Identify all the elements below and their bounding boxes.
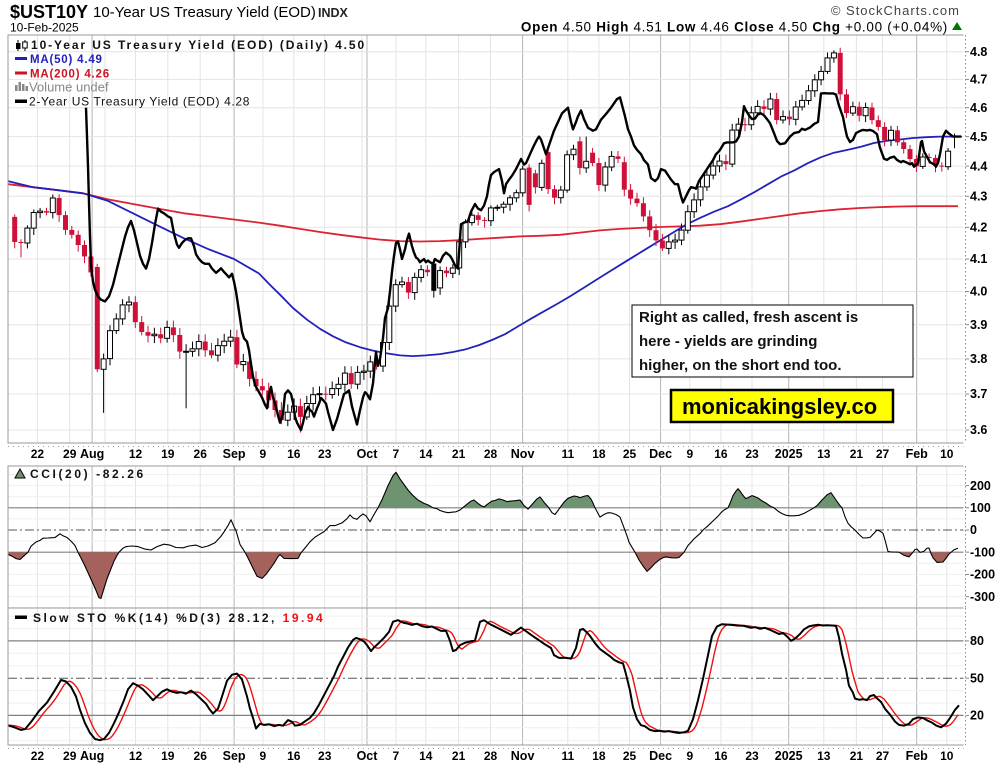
svg-text:INDX: INDX [318,6,349,20]
svg-text:Oct: Oct [357,749,379,763]
svg-text:Aug: Aug [80,749,104,763]
svg-text:4.3: 4.3 [970,190,987,204]
svg-text:21: 21 [850,447,864,461]
svg-text:3.9: 3.9 [970,318,987,332]
svg-text:9: 9 [260,749,267,763]
svg-text:25: 25 [623,447,637,461]
svg-text:12: 12 [129,749,143,763]
svg-text:14: 14 [419,749,433,763]
svg-text:7: 7 [393,447,400,461]
svg-text:4.0: 4.0 [970,285,987,299]
svg-text:27: 27 [876,447,890,461]
svg-text:20: 20 [970,709,984,723]
svg-text:16: 16 [287,447,301,461]
svg-text:Dec: Dec [649,749,672,763]
svg-text:2-Year US Treasury Yield (EOD): 2-Year US Treasury Yield (EOD) 4.28 [29,95,250,109]
svg-text:Open 4.50 High 4.51 Low 4.46 C: Open 4.50 High 4.51 Low 4.46 Close 4.50 … [521,20,948,35]
svg-text:26: 26 [194,749,208,763]
svg-text:© StockCharts.com: © StockCharts.com [831,3,960,18]
svg-text:$UST10Y: $UST10Y [10,2,88,22]
svg-text:4.1: 4.1 [970,252,987,266]
svg-text:here - yields are grinding: here - yields are grinding [639,333,817,350]
svg-text:16: 16 [287,749,301,763]
svg-text:Feb: Feb [906,447,929,461]
svg-text:9: 9 [686,447,693,461]
svg-text:2025: 2025 [775,749,803,763]
svg-text:10: 10 [940,749,954,763]
svg-text:23: 23 [745,447,759,461]
svg-text:21: 21 [850,749,864,763]
svg-text:10-Year US Treasury Yield (EOD: 10-Year US Treasury Yield (EOD) [93,4,316,21]
svg-text:4.6: 4.6 [970,101,987,115]
svg-text:Nov: Nov [511,749,535,763]
svg-text:29: 29 [63,749,77,763]
svg-text:3.6: 3.6 [970,423,987,437]
svg-text:Nov: Nov [511,447,535,461]
svg-text:higher, on the short end too.: higher, on the short end too. [639,357,842,374]
svg-text:4.7: 4.7 [970,73,987,87]
svg-text:13: 13 [817,749,831,763]
svg-text:4.5: 4.5 [970,130,987,144]
svg-text:3.7: 3.7 [970,387,987,401]
svg-text:Oct: Oct [357,447,379,461]
svg-text:21: 21 [452,749,466,763]
svg-text:-300: -300 [970,590,995,604]
svg-text:4.8: 4.8 [970,45,987,59]
svg-text:22: 22 [31,447,45,461]
svg-text:Sep: Sep [223,749,246,763]
svg-text:11: 11 [561,749,574,763]
svg-text:21: 21 [452,447,466,461]
svg-text:-200: -200 [970,568,995,582]
svg-text:11: 11 [561,447,574,461]
svg-text:Right as called, fresh ascent: Right as called, fresh ascent is [639,309,858,326]
svg-text:18: 18 [592,749,606,763]
svg-text:19: 19 [161,447,175,461]
svg-text:13: 13 [817,447,831,461]
svg-text:18: 18 [592,447,606,461]
svg-text:12: 12 [129,447,143,461]
svg-text:MA(50) 4.49: MA(50) 4.49 [30,54,103,66]
svg-text:22: 22 [31,749,45,763]
svg-text:7: 7 [393,749,400,763]
svg-text:4.2: 4.2 [970,221,987,235]
svg-text:23: 23 [745,749,759,763]
svg-text:28: 28 [484,749,498,763]
svg-text:25: 25 [623,749,637,763]
svg-text:10-Year US Treasury Yield (EOD: 10-Year US Treasury Yield (EOD) (Daily) … [31,38,366,52]
svg-text:100: 100 [970,501,991,515]
svg-text:200: 200 [970,479,991,493]
svg-text:10: 10 [940,447,954,461]
svg-text:28: 28 [484,447,498,461]
svg-text:23: 23 [318,447,332,461]
svg-text:26: 26 [194,447,208,461]
svg-text:9: 9 [686,749,693,763]
svg-text:14: 14 [419,447,433,461]
svg-text:monicakingsley.co: monicakingsley.co [682,394,877,419]
svg-text:16: 16 [714,749,728,763]
svg-text:3.8: 3.8 [970,352,987,366]
svg-text:27: 27 [876,749,890,763]
svg-text:Aug: Aug [80,447,104,461]
svg-text:9: 9 [260,447,267,461]
svg-text:Slow STO %K(14) %D(3) 28.12, 1: Slow STO %K(14) %D(3) 28.12, 19.94 [33,611,325,625]
svg-text:Feb: Feb [906,749,929,763]
svg-text:4.4: 4.4 [970,159,987,173]
svg-text:23: 23 [318,749,332,763]
svg-text:2025: 2025 [775,447,803,461]
svg-text:Sep: Sep [223,447,246,461]
svg-text:19: 19 [161,749,175,763]
svg-text:Dec: Dec [649,447,672,461]
svg-text:Volume undef: Volume undef [29,80,109,95]
svg-text:29: 29 [63,447,77,461]
svg-text:80: 80 [970,634,984,648]
svg-text:16: 16 [714,447,728,461]
svg-text:0: 0 [970,523,977,537]
svg-text:-100: -100 [970,545,995,559]
svg-text:50: 50 [970,671,984,685]
svg-text:CCI(20) -82.26: CCI(20) -82.26 [30,467,146,481]
svg-text:10-Feb-2025: 10-Feb-2025 [10,21,79,35]
